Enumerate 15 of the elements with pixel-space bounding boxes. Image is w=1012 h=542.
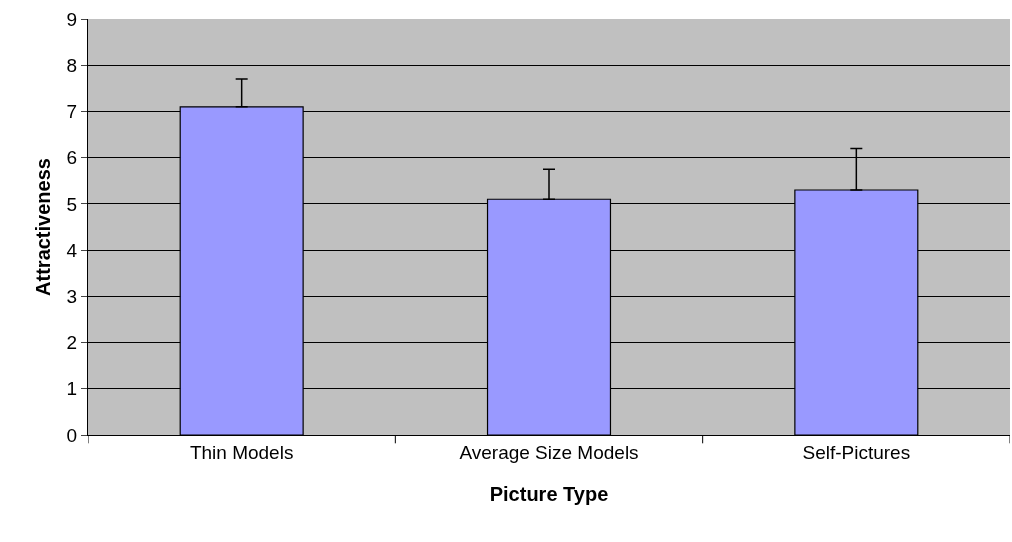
y-tick-label: 4 (66, 239, 78, 261)
y-tick-label: 6 (66, 147, 78, 169)
x-tick-label: Self-Pictures (802, 441, 911, 463)
y-tick-label: 1 (66, 378, 78, 400)
y-tick-label: 3 (66, 285, 78, 307)
y-tick-label: 2 (66, 332, 78, 354)
y-tick-label: 0 (66, 424, 78, 446)
x-tick-label: Thin Models (189, 441, 294, 463)
y-tick-label: 9 (66, 8, 78, 30)
x-axis-title: Picture Type (489, 483, 609, 506)
y-tick-label: 7 (66, 101, 78, 123)
x-tick-label: Average Size Models (459, 441, 639, 463)
y-axis-title: Attractiveness (32, 158, 55, 296)
y-tick-label: 8 (66, 54, 78, 76)
y-tick-label: 5 (66, 193, 78, 215)
